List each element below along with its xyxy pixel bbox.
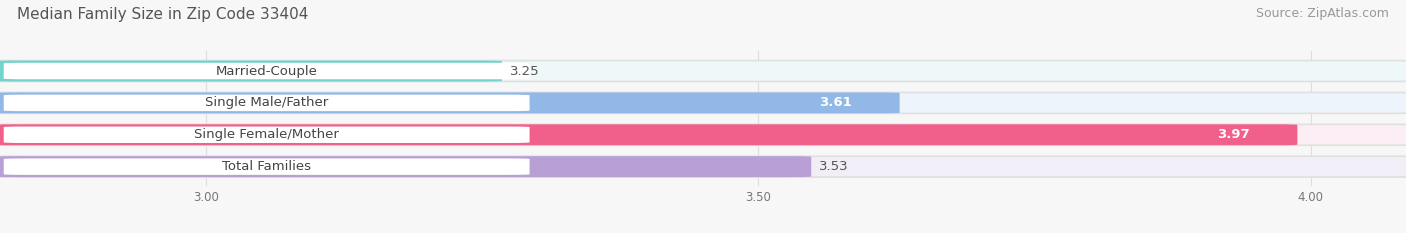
Text: 3.25: 3.25	[510, 65, 540, 78]
FancyBboxPatch shape	[0, 156, 1406, 177]
FancyBboxPatch shape	[4, 95, 530, 111]
FancyBboxPatch shape	[0, 124, 1406, 145]
Text: Median Family Size in Zip Code 33404: Median Family Size in Zip Code 33404	[17, 7, 308, 22]
Text: 3.97: 3.97	[1218, 128, 1250, 141]
FancyBboxPatch shape	[4, 63, 530, 79]
Text: 3.53: 3.53	[818, 160, 849, 173]
Text: Single Female/Mother: Single Female/Mother	[194, 128, 339, 141]
Text: Single Male/Father: Single Male/Father	[205, 96, 328, 110]
FancyBboxPatch shape	[0, 156, 811, 177]
FancyBboxPatch shape	[0, 61, 502, 82]
FancyBboxPatch shape	[0, 124, 1298, 145]
FancyBboxPatch shape	[4, 127, 530, 143]
Text: Source: ZipAtlas.com: Source: ZipAtlas.com	[1256, 7, 1389, 20]
Text: Married-Couple: Married-Couple	[215, 65, 318, 78]
FancyBboxPatch shape	[0, 61, 1406, 82]
FancyBboxPatch shape	[4, 158, 530, 175]
FancyBboxPatch shape	[0, 93, 900, 113]
FancyBboxPatch shape	[0, 93, 1406, 113]
Text: 3.61: 3.61	[820, 96, 852, 110]
Text: Total Families: Total Families	[222, 160, 311, 173]
